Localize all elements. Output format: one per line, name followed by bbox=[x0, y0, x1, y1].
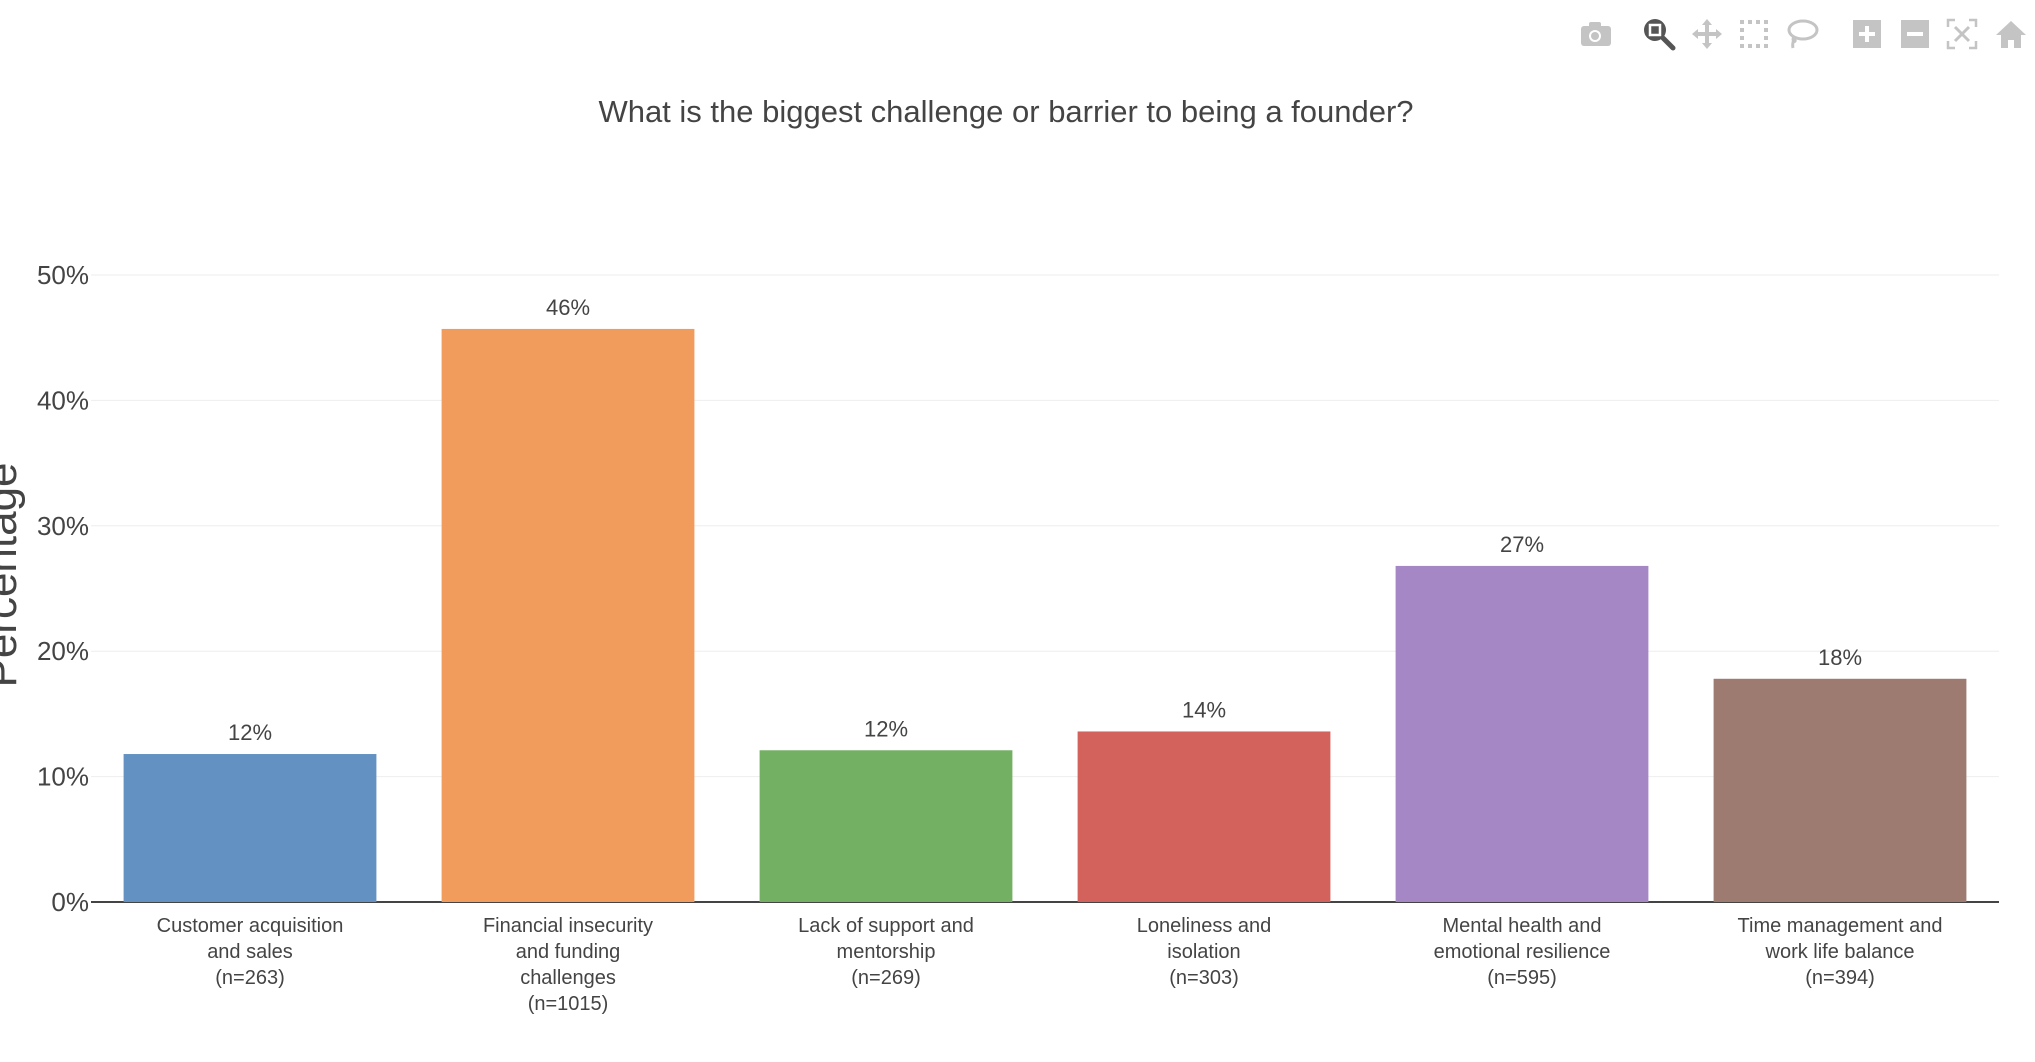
data-label: 46% bbox=[546, 295, 590, 320]
x-tick-label: challenges bbox=[520, 967, 616, 989]
x-tick-label: Financial insecurity bbox=[483, 915, 653, 937]
autoscale-icon bbox=[1946, 18, 1978, 50]
x-tick-label: (n=394) bbox=[1805, 967, 1875, 989]
x-tick-label: Time management and bbox=[1738, 915, 1943, 937]
x-tick-label: and sales bbox=[207, 941, 293, 963]
x-tick-label: work life balance bbox=[1765, 941, 1915, 963]
bar bbox=[441, 328, 695, 902]
y-tick-label: 30% bbox=[37, 511, 89, 541]
x-tick-label: emotional resilience bbox=[1434, 941, 1611, 963]
box-select-icon bbox=[1738, 18, 1770, 50]
x-tick-label: Lack of support and bbox=[798, 915, 974, 937]
zoom-icon bbox=[1642, 17, 1676, 51]
x-tick-label: Mental health and bbox=[1442, 915, 1601, 937]
y-tick-label: 50% bbox=[37, 260, 89, 290]
data-label: 14% bbox=[1182, 697, 1226, 722]
zoom-out-button[interactable] bbox=[1897, 16, 1933, 52]
pan-icon bbox=[1691, 18, 1723, 50]
bar bbox=[1077, 731, 1331, 902]
camera-button[interactable] bbox=[1578, 16, 1614, 52]
zoom-button[interactable] bbox=[1641, 16, 1677, 52]
y-tick-label: 20% bbox=[37, 636, 89, 666]
x-tick-label: mentorship bbox=[837, 941, 936, 963]
x-tick-label: (n=303) bbox=[1169, 967, 1239, 989]
box-select-button[interactable] bbox=[1736, 16, 1772, 52]
lasso-select-icon bbox=[1785, 18, 1819, 50]
bar bbox=[759, 750, 1013, 902]
camera-icon bbox=[1580, 21, 1612, 47]
zoom-in-button[interactable] bbox=[1849, 16, 1885, 52]
x-tick-label: and funding bbox=[516, 941, 621, 963]
data-label: 27% bbox=[1500, 532, 1544, 557]
autoscale-button[interactable] bbox=[1944, 16, 1980, 52]
y-tick-label: 0% bbox=[51, 887, 89, 917]
data-label: 12% bbox=[864, 716, 908, 741]
chart-title: What is the biggest challenge or barrier… bbox=[598, 94, 1413, 129]
zoom-out-icon bbox=[1901, 20, 1929, 48]
y-tick-label: 10% bbox=[37, 762, 89, 792]
home-button[interactable] bbox=[1993, 16, 2029, 52]
data-label: 12% bbox=[228, 720, 272, 745]
y-tick-label: 40% bbox=[37, 385, 89, 415]
x-tick-label: Loneliness and bbox=[1137, 915, 1272, 937]
home-icon bbox=[1995, 19, 2027, 49]
x-tick-label: (n=595) bbox=[1487, 967, 1557, 989]
x-tick-label: (n=1015) bbox=[528, 993, 609, 1015]
bar bbox=[123, 754, 377, 902]
x-tick-label: isolation bbox=[1167, 941, 1240, 963]
zoom-in-icon bbox=[1853, 20, 1881, 48]
x-tick-label: (n=269) bbox=[851, 967, 921, 989]
x-tick-label: (n=263) bbox=[215, 967, 285, 989]
y-axis-label: Percentage bbox=[0, 462, 26, 687]
x-tick-label: Customer acquisition bbox=[157, 915, 344, 937]
bar bbox=[1395, 565, 1649, 902]
lasso-select-button[interactable] bbox=[1784, 16, 1820, 52]
bar bbox=[1713, 678, 1967, 902]
pan-button[interactable] bbox=[1689, 16, 1725, 52]
data-label: 18% bbox=[1818, 645, 1862, 670]
